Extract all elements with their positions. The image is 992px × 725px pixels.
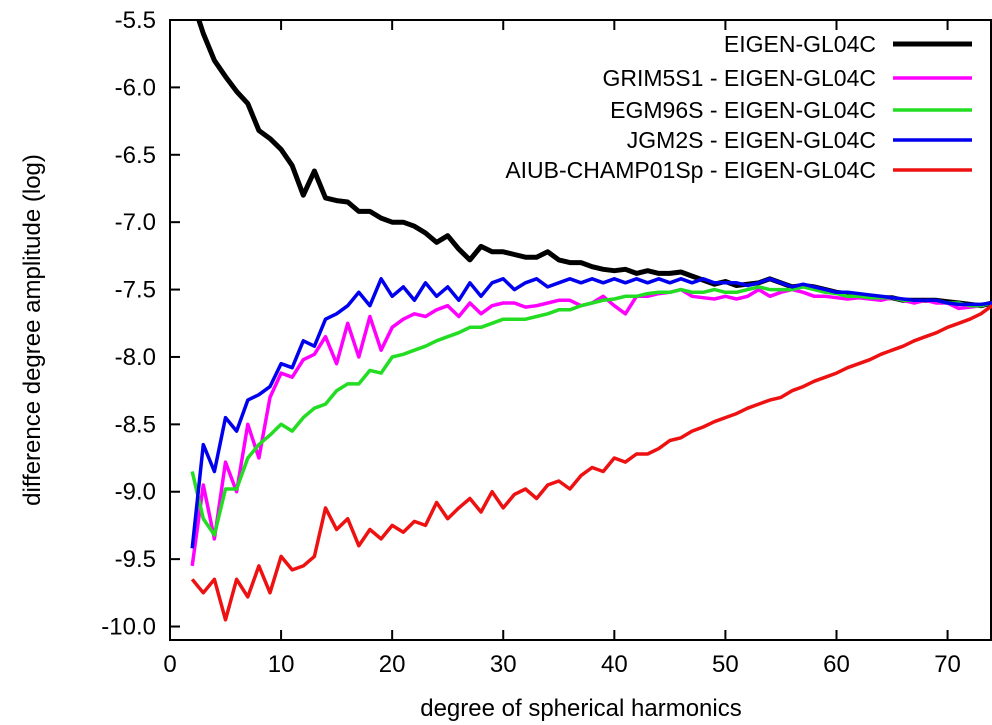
legend-label: AIUB-CHAMP01Sp - EIGEN-GL04C bbox=[505, 157, 876, 183]
y-axis-label: difference degree amplitude (log) bbox=[19, 154, 46, 506]
y-tick-label: -7.0 bbox=[115, 209, 156, 236]
x-tick-label: 20 bbox=[379, 651, 406, 678]
y-tick-label: -8.5 bbox=[115, 411, 156, 438]
x-axis-label: degree of spherical harmonics bbox=[420, 695, 742, 722]
legend-label: JGM2S - EIGEN-GL04C bbox=[627, 127, 876, 153]
tick-labels: 0 10 20 30 40 50 60 70 -5.5 -6.0 -6.5 -7.0 -7.5 -8.0 -… bbox=[101, 7, 961, 678]
series-line-2 bbox=[190, 285, 992, 537]
x-tick-label: 40 bbox=[601, 651, 628, 678]
series-line-1 bbox=[190, 287, 992, 567]
y-tick-label: -9.0 bbox=[115, 479, 156, 506]
x-tick-label: 50 bbox=[712, 651, 739, 678]
x-tick-label: 0 bbox=[163, 651, 176, 678]
series-line-3 bbox=[190, 277, 992, 549]
series-line-4 bbox=[190, 304, 992, 622]
y-tick-label: -6.0 bbox=[115, 74, 156, 101]
y-tick-label: -6.5 bbox=[115, 142, 156, 169]
plot-area bbox=[169, 19, 992, 641]
legend-label: GRIM5S1 - EIGEN-GL04C bbox=[602, 65, 876, 91]
y-tick-label: -10.0 bbox=[101, 614, 156, 641]
y-tick-label: -8.0 bbox=[115, 344, 156, 371]
y-tick-label: -5.5 bbox=[115, 7, 156, 34]
y-tick-label: -9.5 bbox=[115, 546, 156, 573]
x-tick-label: 30 bbox=[490, 651, 517, 678]
x-tick-label: 70 bbox=[934, 651, 961, 678]
x-tick-label: 10 bbox=[268, 651, 295, 678]
legend-label: EIGEN-GL04C bbox=[724, 31, 876, 57]
legend: EIGEN-GL04C GRIM5S1 - EIGEN-GL04C EGM96S -… bbox=[505, 31, 972, 183]
series-lines bbox=[190, 20, 992, 622]
x-tick-label: 60 bbox=[823, 651, 850, 678]
y-tick-label: -7.5 bbox=[115, 277, 156, 304]
legend-label: EGM96S - EIGEN-GL04C bbox=[610, 97, 876, 123]
axis-ticks bbox=[169, 19, 949, 640]
